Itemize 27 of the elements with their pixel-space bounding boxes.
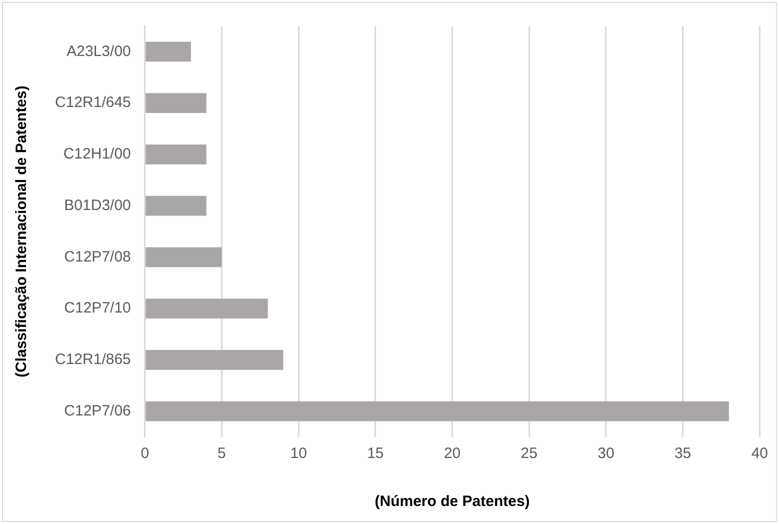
x-tick-label: 40	[751, 445, 768, 462]
y-tick-label: A23L3/00	[66, 42, 131, 60]
y-tick-label: C12R1/865	[54, 351, 131, 368]
y-tick-label: C12P7/08	[64, 248, 131, 266]
y-tick-label: C12R1/645	[54, 94, 131, 112]
bar	[146, 401, 729, 422]
y-tick-label: C12P7/10	[64, 300, 131, 317]
x-axis-title: (Número de Patentes)	[374, 493, 530, 510]
bar	[146, 196, 206, 216]
x-tick-label: 0	[140, 445, 150, 462]
x-tick-label: 35	[674, 445, 692, 462]
y-tick-label: C12P7/06	[64, 402, 131, 420]
y-tick-label: C12H1/00	[63, 146, 131, 163]
bar	[146, 247, 222, 268]
y-axis-title: (Classificação Internacional de Patentes)	[13, 86, 30, 378]
bar	[146, 144, 206, 164]
x-tick-label: 20	[444, 445, 461, 462]
bar	[146, 93, 206, 113]
x-tick-label: 10	[290, 445, 307, 462]
x-tick-label: 25	[520, 445, 538, 462]
x-tick-label: 30	[598, 445, 614, 462]
bar	[146, 298, 268, 318]
bar	[146, 350, 284, 370]
y-tick-label: B01D3/00	[64, 196, 131, 214]
x-tick-label: 5	[218, 445, 226, 462]
x-tick-label: 15	[367, 445, 384, 462]
bar	[146, 42, 191, 62]
